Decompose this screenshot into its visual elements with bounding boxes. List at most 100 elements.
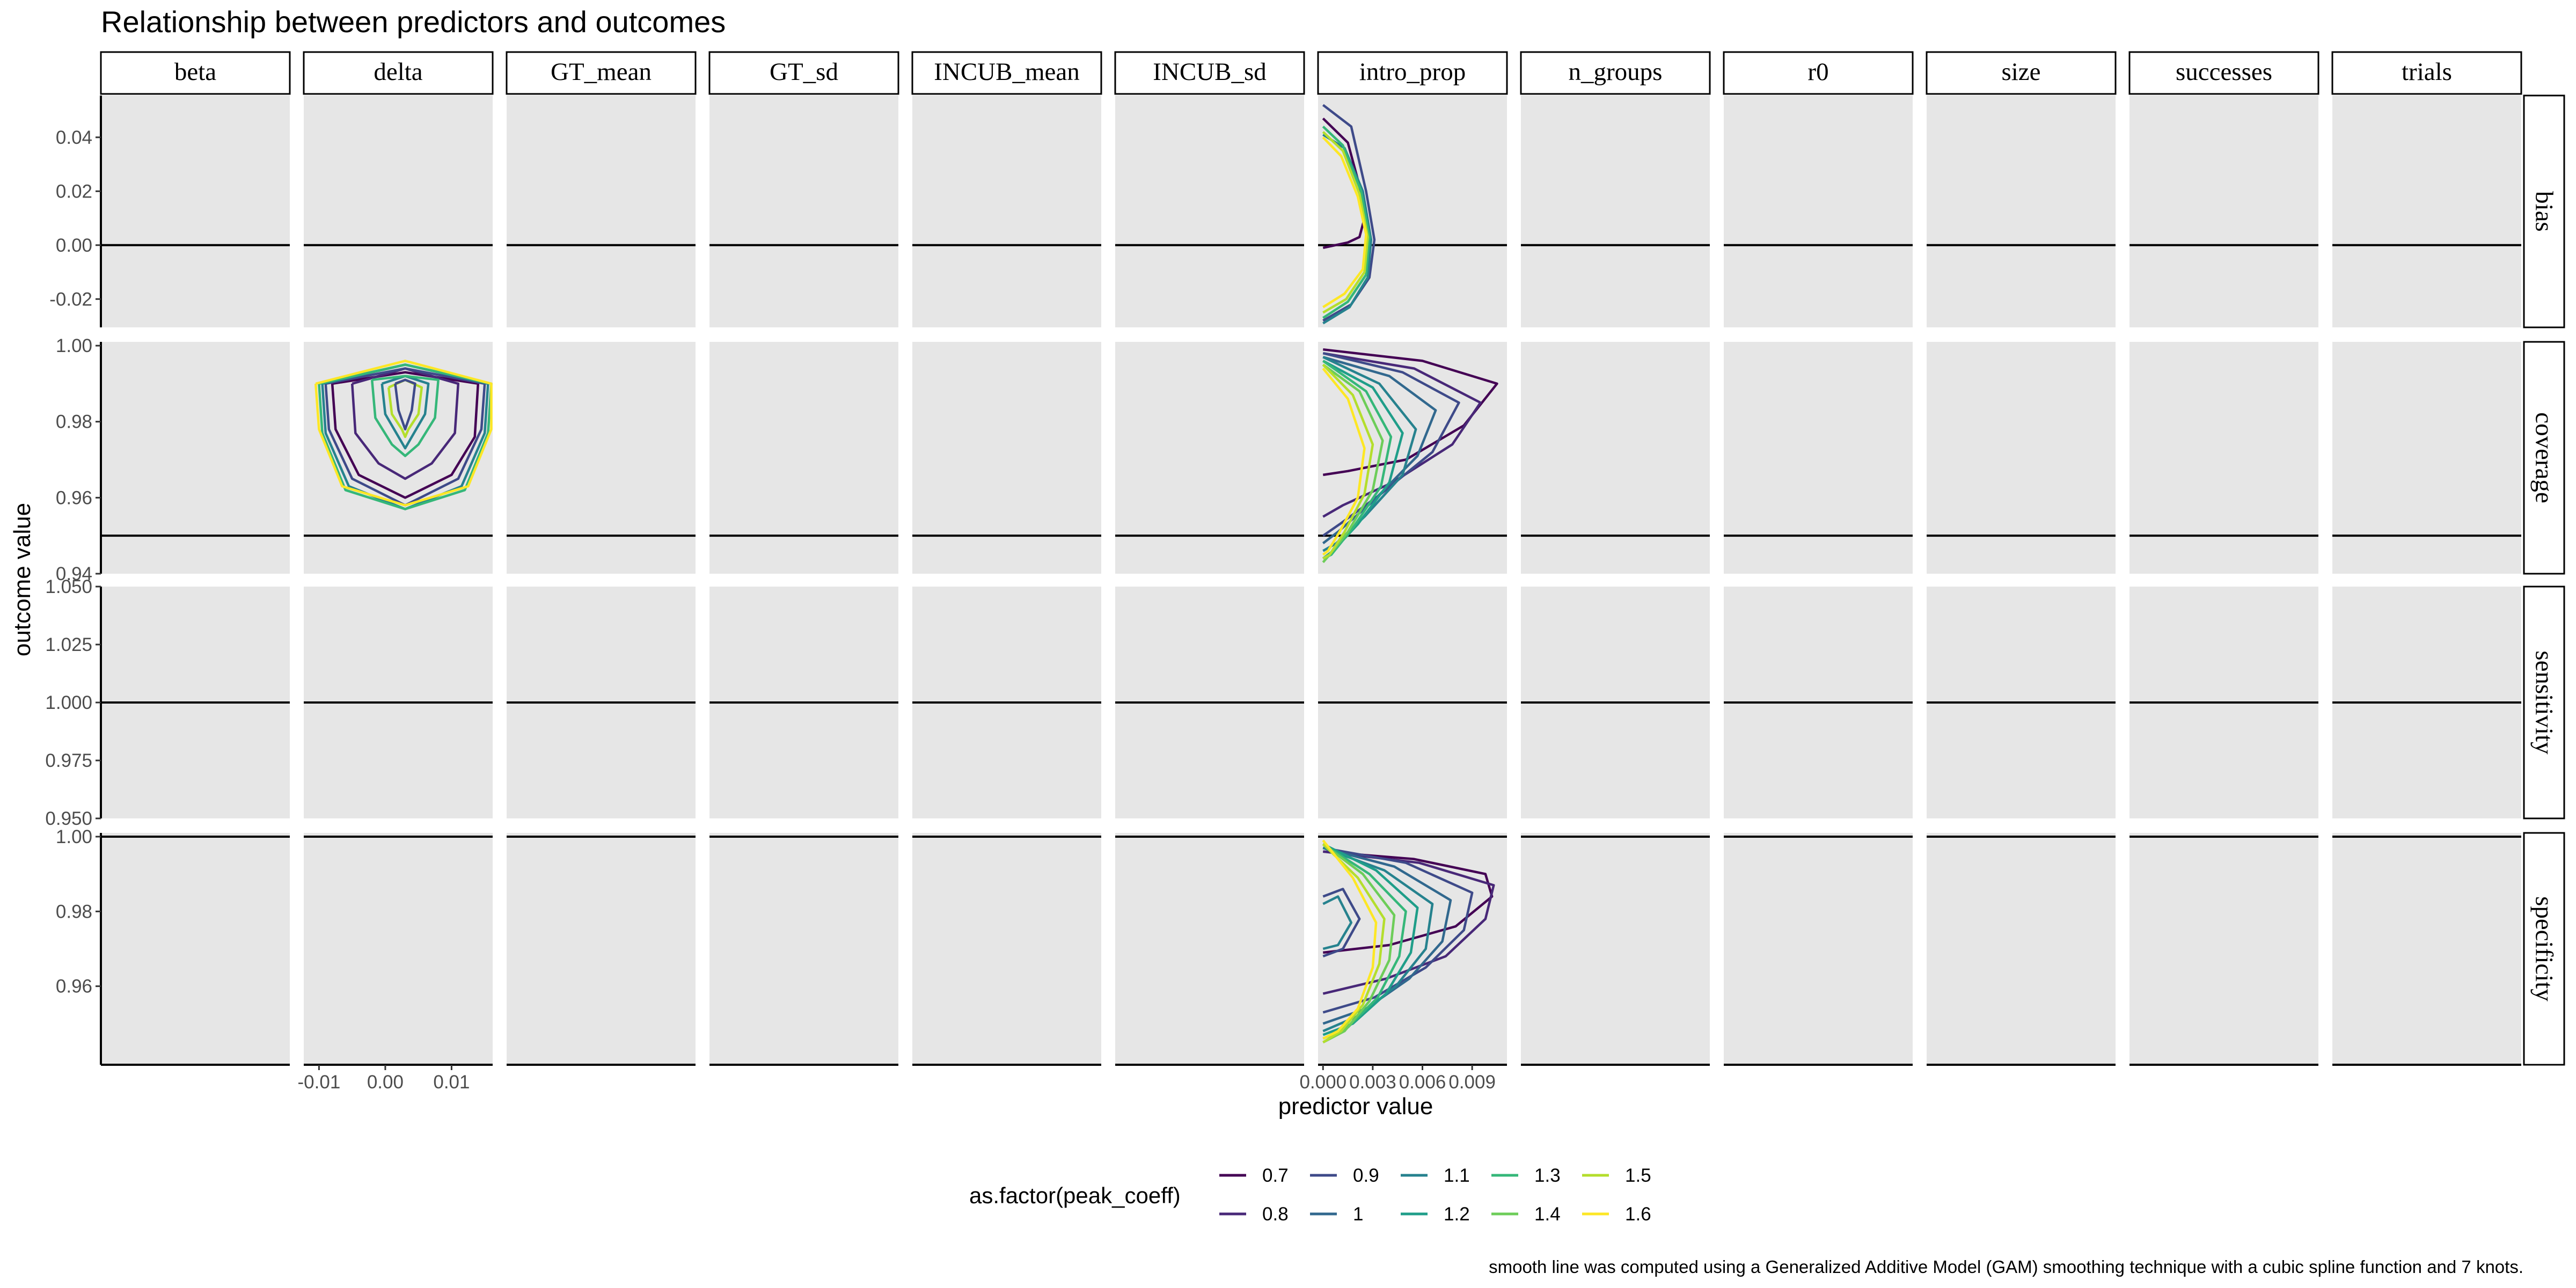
y-axis-ticks: 0.04 0.02 0.00 -0.02 1.00 0.98 0.96 0.941.050 1.… xyxy=(45,127,101,997)
panel-bias-trials xyxy=(2332,96,2521,327)
series-line-intro-prop-coverage-0.8 xyxy=(1322,352,1482,518)
panel-coverage-size xyxy=(1927,342,2116,574)
series-line-delta-coverage-1.3 xyxy=(318,363,493,510)
facet-strip-gt-sd xyxy=(708,51,899,95)
panel-coverage-gt-mean xyxy=(507,342,696,574)
panel-specificity-gt-sd xyxy=(709,833,898,1065)
facet-label-beta: beta xyxy=(174,58,216,86)
panel-specificity-size xyxy=(1927,833,2116,1065)
facet-strip-intro-prop xyxy=(1317,51,1508,95)
series-line-intro-prop-bias-1.6 xyxy=(1322,136,1367,309)
y-tick-label: 1.050 xyxy=(45,576,92,597)
facet-label-intro-prop: intro_prop xyxy=(1359,58,1466,86)
facet-strip-trials xyxy=(2331,51,2522,95)
y-tick-label: 1.000 xyxy=(45,692,92,713)
row-label-bias: bias xyxy=(2530,191,2558,232)
series-line-intro-prop-bias-1.3 xyxy=(1322,126,1371,319)
panel-coverage-incub-sd xyxy=(1115,342,1304,574)
row-label-coverage: coverage xyxy=(2530,412,2558,503)
panel-coverage-n-groups xyxy=(1521,342,1710,574)
series-line-intro-prop-coverage-1.5 xyxy=(1322,363,1374,560)
y-tick-label: 0.950 xyxy=(45,808,92,829)
panel-bias-incub-sd xyxy=(1115,96,1304,327)
legend-label-0.9: 0.9 xyxy=(1353,1165,1379,1186)
series-line-intro-prop-coverage-1 xyxy=(1322,356,1437,545)
legend-label-1.6: 1.6 xyxy=(1625,1204,1651,1225)
chart-caption: smooth line was computed using a General… xyxy=(1489,1257,2523,1277)
y-tick-label: 0.94 xyxy=(56,564,92,584)
y-axis-title: outcome value xyxy=(9,503,35,656)
series-line-intro-prop-specificity-1.6 xyxy=(1322,839,1378,1040)
row-strip-bias xyxy=(2523,94,2565,328)
x-tick-label: 0.000 xyxy=(1299,1072,1346,1093)
y-tick-label: 0.975 xyxy=(45,750,92,771)
facet-label-successes: successes xyxy=(2176,58,2272,86)
facet-strip-beta xyxy=(100,51,291,95)
row-label-specificity: specificity xyxy=(2530,896,2558,1001)
x-axis-title: predictor value xyxy=(1278,1093,1433,1119)
series-line-intro-prop-coverage-1.3 xyxy=(1322,360,1393,560)
x-axis-ticks: -0.01 0.00 0.01 0.000 0.003 0.006 0.009 xyxy=(298,1065,1496,1093)
facet-strip-incub-sd xyxy=(1114,51,1305,95)
facet-label-size: size xyxy=(2001,58,2040,86)
series-line-intro-prop-specificity-1.1 xyxy=(1322,895,1353,950)
panel-grid xyxy=(100,96,2521,1066)
y-tick-label: 0.96 xyxy=(56,487,92,508)
chart-title: Relationship between predictors and outc… xyxy=(101,5,726,39)
facet-label-trials: trials xyxy=(2402,58,2452,86)
series-line-delta-coverage-0.8 xyxy=(350,367,460,480)
x-tick-label: 0.01 xyxy=(433,1072,470,1093)
row-strips: bias coverage sensitivity specificity xyxy=(2523,94,2565,1066)
panel-specificity-delta xyxy=(304,833,493,1065)
facet-strip-gt-mean xyxy=(506,51,697,95)
panel-bias-beta xyxy=(101,96,290,327)
series-line-intro-prop-specificity-1.5 xyxy=(1322,843,1386,1044)
x-tick-label: -0.01 xyxy=(298,1072,341,1093)
panel-coverage-r0 xyxy=(1724,342,1913,574)
panel-coverage-trials xyxy=(2332,342,2521,574)
legend-label-0.7: 0.7 xyxy=(1262,1165,1289,1186)
panel-specificity-n-groups xyxy=(1521,833,1710,1065)
legend-label-1.1: 1.1 xyxy=(1444,1165,1470,1186)
series-line-intro-prop-specificity-0.9 xyxy=(1322,846,1474,1014)
panel-coverage-incub-mean xyxy=(912,342,1101,574)
x-tick-label: 0.003 xyxy=(1349,1072,1396,1093)
panel-bias-n-groups xyxy=(1521,96,1710,327)
facet-label-incub-sd: INCUB_sd xyxy=(1153,58,1267,86)
y-tick-label: -0.02 xyxy=(49,289,92,310)
facet-label-r0: r0 xyxy=(1807,58,1828,86)
series-line-intro-prop-specificity-0.9 xyxy=(1322,888,1361,958)
legend-label-1.3: 1.3 xyxy=(1534,1165,1561,1186)
panel-coverage-successes xyxy=(2129,342,2318,574)
y-tick-label: 0.00 xyxy=(56,235,92,256)
panel-bias-delta xyxy=(304,96,493,327)
panel-bias-size xyxy=(1927,96,2116,327)
legend-label-1.4: 1.4 xyxy=(1534,1204,1561,1225)
facet-strip-successes xyxy=(2128,51,2319,95)
panel-bias-incub-mean xyxy=(912,96,1101,327)
y-tick-label: 1.00 xyxy=(56,826,92,847)
legend-label-1.5: 1.5 xyxy=(1625,1165,1651,1186)
row-strip-sensitivity xyxy=(2523,586,2565,819)
panel-specificity-incub-mean xyxy=(912,833,1101,1065)
x-tick-label: 0.006 xyxy=(1399,1072,1446,1093)
row-strip-coverage xyxy=(2523,341,2565,575)
legend-label-1: 1 xyxy=(1353,1204,1363,1225)
series-line-intro-prop-specificity-0.8 xyxy=(1322,850,1495,995)
facet-label-incub-mean: INCUB_mean xyxy=(934,58,1080,86)
facet-strip-size xyxy=(1926,51,2117,95)
facet-label-delta: delta xyxy=(374,58,422,86)
facet-strip-incub-mean xyxy=(911,51,1102,95)
series-line-delta-coverage-0.9 xyxy=(394,378,416,431)
y-tick-label: 0.98 xyxy=(56,901,92,922)
panel-bias-gt-sd xyxy=(709,96,898,327)
y-tick-label: 0.04 xyxy=(56,127,92,148)
facet-label-gt-sd: GT_sd xyxy=(770,58,838,86)
series-line-intro-prop-coverage-1.6 xyxy=(1322,368,1366,556)
panel-specificity-beta xyxy=(101,833,290,1065)
panel-bias-successes xyxy=(2129,96,2318,327)
column-strips: beta delta GT_mean GT_sd INCUB_mean INCUB_sd i… xyxy=(100,51,2522,95)
y-tick-label: 0.98 xyxy=(56,412,92,433)
legend-title: as.factor(peak_coeff) xyxy=(969,1183,1181,1208)
